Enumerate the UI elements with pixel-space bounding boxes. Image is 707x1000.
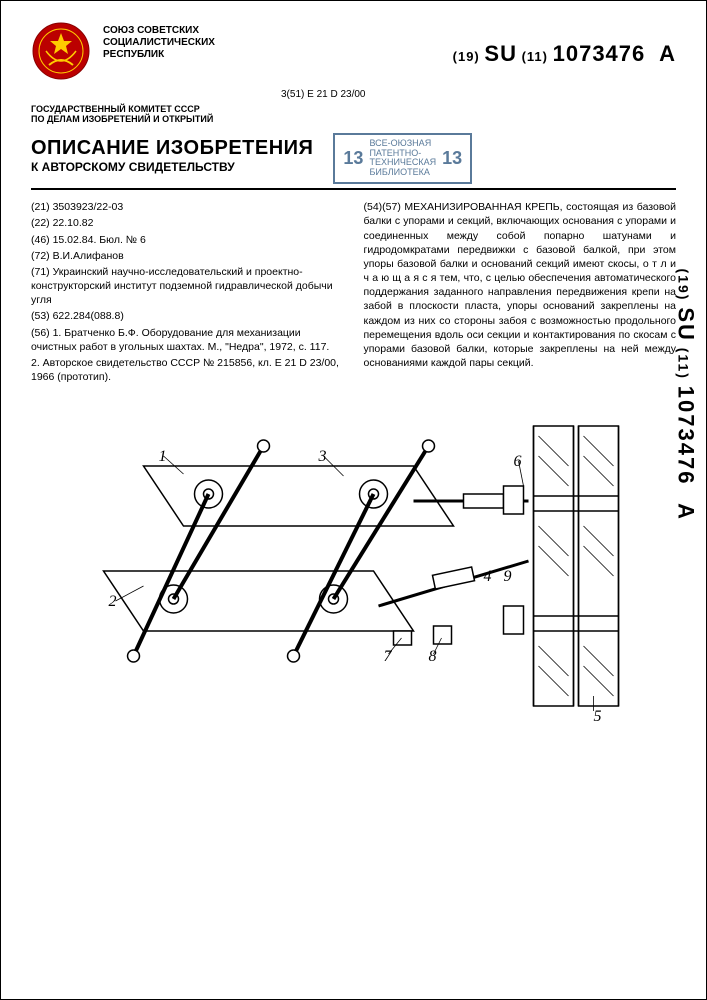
union-line1: СОЮЗ СОВЕТСКИХ — [103, 25, 441, 37]
library-stamp: 13 ВСЕ-ОЮЗНАЯ ПАТЕНТНО- ТЕХНИЧЕСКАЯ БИБЛ… — [333, 133, 472, 185]
field-22: (22) 22.10.82 — [31, 216, 344, 230]
field-56b: 2. Авторское свидетельство СССР № 215856… — [31, 356, 344, 384]
fig-label-2: 2 — [109, 593, 117, 610]
fig-label-3: 3 — [318, 448, 327, 465]
fig-label-4: 4 — [484, 568, 492, 585]
doc-mid: (11) — [522, 49, 548, 64]
fig-label-5: 5 — [594, 708, 602, 725]
doc-suffix: A — [659, 41, 676, 66]
doc-title: ОПИСАНИЕ ИЗОБРЕТЕНИЯ — [31, 137, 313, 160]
document-number: (19) SU (11) 1073476 A — [453, 21, 676, 67]
patent-figure: 1 2 3 4 5 6 7 8 9 — [31, 406, 676, 726]
union-line2: СОЦИАЛИСТИЧЕСКИХ — [103, 37, 441, 49]
body-columns: (21) 3503923/22-03 (22) 22.10.82 (46) 15… — [31, 200, 676, 386]
stamp-num-left: 13 — [343, 149, 363, 169]
ipc-classification: 3(51) E 21 D 23/00 — [31, 89, 676, 100]
fig-label-9: 9 — [504, 568, 512, 585]
fig-label-1: 1 — [159, 448, 167, 465]
left-column: (21) 3503923/22-03 (22) 22.10.82 (46) 15… — [31, 200, 344, 386]
divider — [31, 188, 676, 190]
side-document-number: (19) SU (11) 1073476 A — [672, 269, 698, 521]
field-56a: (56) 1. Братченко Б.Ф. Оборудование для … — [31, 326, 344, 354]
ussr-emblem-icon — [31, 21, 91, 81]
header-row: СОЮЗ СОВЕТСКИХ СОЦИАЛИСТИЧЕСКИХ РЕСПУБЛИ… — [31, 21, 676, 81]
field-21: (21) 3503923/22-03 — [31, 200, 344, 214]
committee: ГОСУДАРСТВЕННЫЙ КОМИТЕТ СССР ПО ДЕЛАМ ИЗ… — [31, 104, 676, 125]
stamp-text: ВСЕ-ОЮЗНАЯ ПАТЕНТНО- ТЕХНИЧЕСКАЯ БИБЛИОТ… — [369, 139, 436, 179]
doc-country: SU — [484, 41, 517, 66]
union-title: СОЮЗ СОВЕТСКИХ СОЦИАЛИСТИЧЕСКИХ РЕСПУБЛИ… — [103, 21, 441, 61]
union-line3: РЕСПУБЛИК — [103, 49, 441, 61]
field-72: (72) В.И.Алифанов — [31, 249, 344, 263]
committee-line2: ПО ДЕЛАМ ИЗОБРЕТЕНИЙ И ОТКРЫТИЙ — [31, 114, 676, 124]
abstract: (54)(57) МЕХАНИЗИРОВАННАЯ КРЕПЬ, состоящ… — [364, 200, 677, 370]
doc-subtitle: К АВТОРСКОМУ СВИДЕТЕЛЬСТВУ — [31, 160, 313, 174]
field-53: (53) 622.284(088.8) — [31, 309, 344, 323]
right-column: (54)(57) МЕХАНИЗИРОВАННАЯ КРЕПЬ, состоящ… — [364, 200, 677, 386]
doc-num: 1073476 — [553, 41, 646, 66]
doc-prefix: (19) — [453, 49, 480, 64]
committee-line1: ГОСУДАРСТВЕННЫЙ КОМИТЕТ СССР — [31, 104, 676, 114]
title-row: ОПИСАНИЕ ИЗОБРЕТЕНИЯ К АВТОРСКОМУ СВИДЕТ… — [31, 133, 676, 185]
field-46: (46) 15.02.84. Бюл. № 6 — [31, 233, 344, 247]
patent-page: СОЮЗ СОВЕТСКИХ СОЦИАЛИСТИЧЕСКИХ РЕСПУБЛИ… — [0, 0, 707, 1000]
stamp-num-right: 13 — [442, 149, 462, 169]
field-71: (71) Украинский научно-исследовательский… — [31, 265, 344, 308]
fig-label-6: 6 — [514, 453, 522, 470]
